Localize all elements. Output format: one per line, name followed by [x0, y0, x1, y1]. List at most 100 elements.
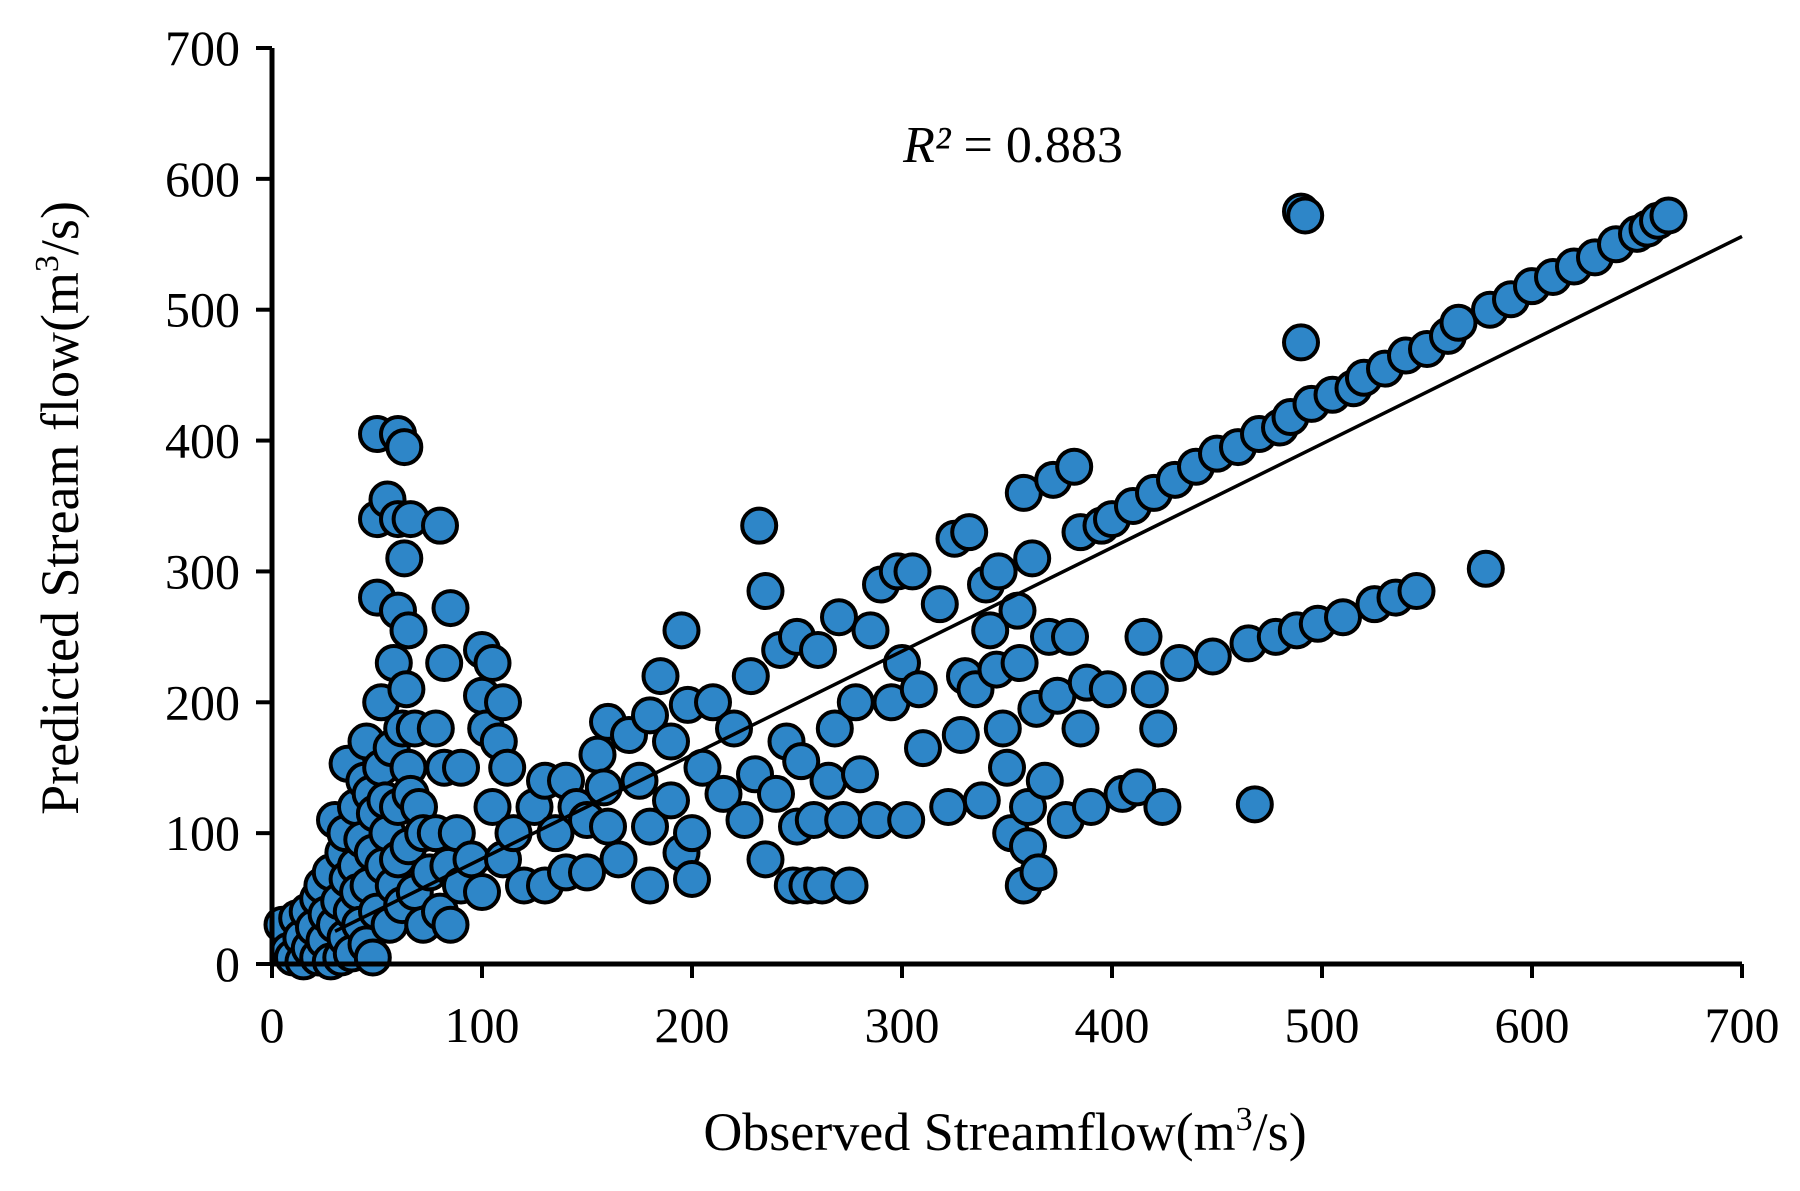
data-point	[746, 572, 785, 611]
data-point	[1013, 539, 1052, 578]
data-point	[662, 611, 701, 650]
data-point	[488, 748, 527, 787]
data-point	[385, 428, 424, 467]
x-tick-label: 200	[655, 997, 730, 1053]
data-point	[983, 709, 1022, 748]
data-point	[673, 814, 711, 853]
data-point	[673, 859, 711, 898]
data-point	[1055, 447, 1094, 486]
data-point	[704, 774, 743, 813]
data-point	[484, 683, 522, 722]
x-tick-label: 300	[865, 997, 940, 1053]
y-tick-label: 100	[165, 805, 240, 861]
data-point	[1286, 196, 1325, 235]
data-point	[971, 611, 1010, 650]
data-point	[1130, 670, 1169, 709]
data-point	[1000, 644, 1039, 683]
data-point	[1466, 549, 1505, 588]
data-point	[731, 657, 770, 696]
x-tick-label: 600	[1495, 997, 1570, 1053]
data-point	[962, 781, 1001, 820]
data-point	[652, 722, 690, 761]
data-point	[431, 905, 470, 944]
data-point	[631, 696, 669, 735]
data-point	[425, 644, 464, 683]
data-point	[442, 748, 480, 787]
data-point	[899, 670, 938, 709]
data-point	[1088, 670, 1127, 709]
x-tick-label: 500	[1285, 997, 1360, 1053]
data-point	[1019, 853, 1058, 892]
data-point	[385, 539, 424, 578]
data-point	[652, 781, 690, 820]
r-squared-value: = 0.883	[951, 117, 1123, 174]
data-point	[1324, 598, 1362, 637]
data-point	[578, 735, 617, 774]
y-tick-label: 500	[165, 282, 240, 338]
data-point	[631, 807, 669, 846]
x-tick-label: 100	[445, 997, 520, 1053]
data-point	[887, 801, 926, 840]
data-point	[1061, 709, 1100, 748]
data-point	[473, 787, 512, 826]
data-point	[725, 801, 764, 840]
data-point	[416, 709, 455, 748]
data-point	[599, 840, 638, 879]
data-point	[820, 598, 858, 637]
data-point	[809, 761, 848, 800]
data-point	[1025, 761, 1064, 800]
data-points	[263, 192, 1688, 981]
data-point	[1193, 637, 1232, 676]
r-squared-symbol: R²	[902, 117, 952, 174]
data-point	[1282, 323, 1320, 362]
data-point	[893, 552, 932, 591]
x-tick-label: 700	[1705, 997, 1780, 1053]
data-point	[1051, 617, 1089, 656]
data-point	[836, 683, 875, 722]
trendline	[334, 234, 1743, 933]
data-point	[740, 506, 779, 545]
data-point	[421, 506, 459, 545]
x-axis-title: Observed Streamflow(m3/s)	[703, 1101, 1306, 1162]
r-squared-annotation: R² = 0.883	[902, 117, 1123, 174]
data-point	[757, 774, 795, 813]
y-axis-ticks: 0 100 200 300 400 500 600 700	[165, 20, 272, 992]
data-point	[904, 729, 942, 768]
y-tick-label: 400	[165, 413, 240, 469]
y-axis-title: Predicted Stream flow(m3/s)	[29, 201, 90, 815]
data-point	[746, 840, 785, 879]
data-point	[641, 657, 680, 696]
data-point	[950, 513, 989, 552]
y-tick-label: 0	[215, 936, 240, 992]
data-point	[1124, 617, 1163, 656]
data-point	[1143, 787, 1182, 826]
data-point	[694, 683, 732, 722]
data-point	[387, 670, 426, 709]
y-tick-label: 300	[165, 543, 240, 599]
data-point	[1118, 768, 1157, 807]
y-tick-label: 600	[165, 151, 240, 207]
x-tick-label: 0	[260, 997, 285, 1053]
data-point	[1439, 303, 1478, 342]
data-point	[463, 873, 501, 912]
data-point	[815, 709, 854, 748]
data-point	[1160, 644, 1199, 683]
data-point	[389, 611, 428, 650]
data-point	[589, 807, 627, 846]
data-point	[799, 630, 837, 669]
data-point	[920, 585, 959, 624]
data-point	[1235, 785, 1274, 824]
y-tick-label: 700	[165, 20, 240, 76]
x-axis-ticks: 0 100 200 300 400 500 600 700	[260, 964, 1780, 1053]
data-point	[568, 853, 606, 892]
data-point	[1072, 787, 1110, 826]
data-point	[353, 938, 392, 977]
data-point	[929, 787, 968, 826]
data-point	[431, 589, 470, 628]
x-tick-label: 400	[1075, 997, 1150, 1053]
data-point	[782, 742, 821, 781]
y-tick-label: 200	[165, 674, 240, 730]
data-point	[830, 866, 869, 905]
